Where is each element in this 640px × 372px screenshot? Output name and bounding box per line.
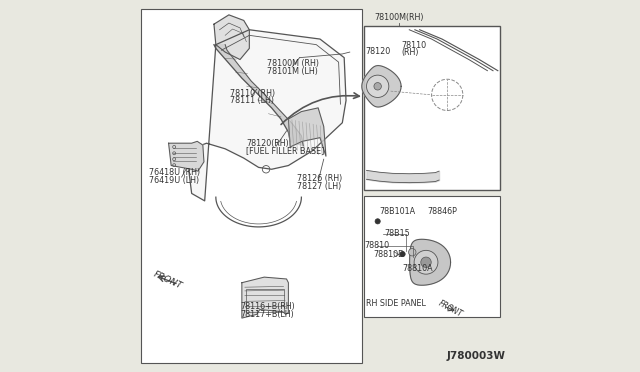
Polygon shape [410, 239, 451, 285]
Polygon shape [362, 65, 401, 107]
Text: 78810D: 78810D [373, 250, 404, 259]
Text: 78101M (LH): 78101M (LH) [267, 67, 318, 76]
Bar [364, 26, 500, 190]
Circle shape [401, 253, 404, 256]
Bar [246, 289, 284, 312]
Text: 78117+B(LH): 78117+B(LH) [240, 310, 294, 319]
Circle shape [421, 257, 431, 267]
Text: 78100M (RH): 78100M (RH) [267, 60, 319, 68]
Circle shape [414, 250, 438, 274]
Text: 78120: 78120 [365, 47, 390, 56]
Text: 78110: 78110 [401, 41, 426, 50]
Text: 78116+B(RH): 78116+B(RH) [240, 302, 295, 311]
Text: 78111 (LH): 78111 (LH) [230, 96, 274, 105]
Polygon shape [214, 45, 303, 146]
Bar [364, 196, 500, 317]
Text: 78100M(RH): 78100M(RH) [374, 13, 424, 22]
Circle shape [375, 219, 380, 224]
Text: 78846P: 78846P [427, 207, 457, 216]
Text: [FUEL FILLER BASE]: [FUEL FILLER BASE] [246, 146, 324, 155]
Text: 78B15: 78B15 [385, 229, 410, 238]
Bar [141, 9, 362, 363]
Text: FRONT: FRONT [152, 270, 184, 291]
Text: 76419U (LH): 76419U (LH) [149, 176, 199, 185]
Text: 78110 (RH): 78110 (RH) [230, 89, 275, 97]
Text: 78B101A: 78B101A [380, 207, 415, 216]
Text: 78127 (LH): 78127 (LH) [297, 182, 341, 190]
Polygon shape [289, 108, 326, 156]
Text: 78810A: 78810A [403, 264, 433, 273]
Text: 76418U (RH): 76418U (RH) [149, 169, 200, 177]
Polygon shape [214, 15, 250, 60]
Polygon shape [168, 141, 204, 171]
Text: 78126 (RH): 78126 (RH) [297, 174, 342, 183]
Polygon shape [242, 277, 289, 318]
Circle shape [400, 251, 405, 257]
Text: (RH): (RH) [401, 48, 419, 57]
Circle shape [367, 75, 389, 97]
Circle shape [374, 83, 381, 90]
Text: 78810: 78810 [365, 241, 390, 250]
Text: RH SIDE PANEL: RH SIDE PANEL [367, 299, 426, 308]
Text: 78120(RH): 78120(RH) [246, 139, 289, 148]
Circle shape [408, 248, 416, 256]
Text: J780003W: J780003W [447, 352, 506, 361]
Polygon shape [188, 30, 346, 201]
Text: FRONT: FRONT [437, 299, 465, 319]
